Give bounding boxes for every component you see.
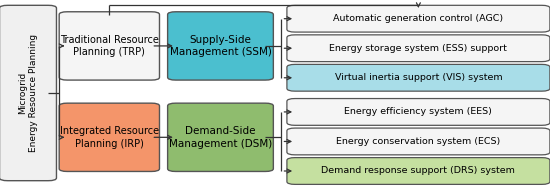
Text: Supply-Side
Management (SSM): Supply-Side Management (SSM) — [169, 35, 272, 57]
FancyBboxPatch shape — [287, 128, 550, 155]
Text: Energy conservation system (ECS): Energy conservation system (ECS) — [336, 137, 500, 146]
Text: Microgrid
Energy Resource Planning: Microgrid Energy Resource Planning — [18, 34, 38, 152]
FancyBboxPatch shape — [287, 99, 550, 125]
FancyBboxPatch shape — [287, 35, 550, 62]
Text: Energy efficiency system (EES): Energy efficiency system (EES) — [344, 108, 492, 116]
Text: Traditional Resource
Planning (TRP): Traditional Resource Planning (TRP) — [60, 35, 159, 57]
FancyBboxPatch shape — [59, 12, 160, 80]
Text: Virtual inertia support (VIS) system: Virtual inertia support (VIS) system — [334, 73, 502, 82]
FancyBboxPatch shape — [0, 5, 57, 181]
Text: Demand-Side
Management (DSM): Demand-Side Management (DSM) — [169, 126, 272, 148]
FancyBboxPatch shape — [287, 5, 550, 32]
Text: Energy storage system (ESS) support: Energy storage system (ESS) support — [329, 44, 507, 53]
FancyBboxPatch shape — [287, 158, 550, 184]
FancyBboxPatch shape — [287, 64, 550, 91]
Text: Automatic generation control (AGC): Automatic generation control (AGC) — [333, 14, 503, 23]
Text: Demand response support (DRS) system: Demand response support (DRS) system — [321, 166, 515, 176]
FancyBboxPatch shape — [168, 12, 273, 80]
Text: Integrated Resource
Planning (IRP): Integrated Resource Planning (IRP) — [60, 126, 159, 148]
FancyBboxPatch shape — [59, 103, 160, 171]
FancyBboxPatch shape — [168, 103, 273, 171]
